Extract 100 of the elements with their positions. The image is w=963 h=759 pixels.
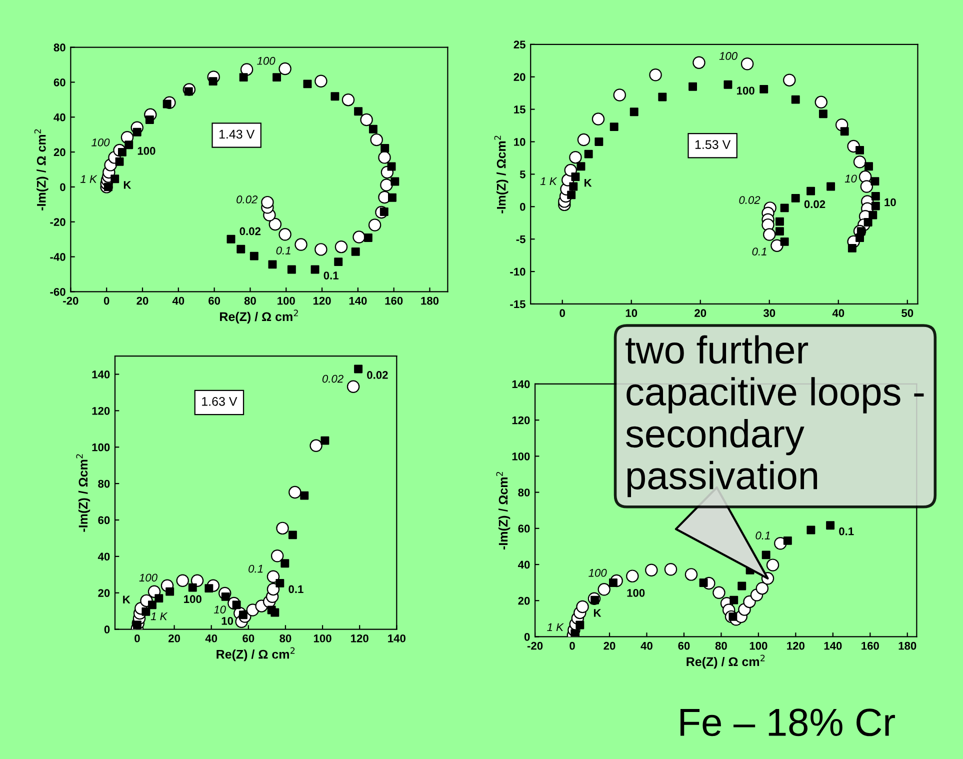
annotation: K xyxy=(594,609,602,617)
point xyxy=(268,260,277,269)
x-tick-label: 60 xyxy=(242,634,254,642)
y-tick-label: 80 xyxy=(98,480,110,488)
x-tick-label: 40 xyxy=(205,634,218,642)
point xyxy=(766,558,780,572)
point xyxy=(724,80,732,89)
point xyxy=(791,95,800,104)
y-tick-label: 0 xyxy=(520,202,526,211)
annotation: 10 xyxy=(214,606,226,614)
y-tick-label: 100 xyxy=(512,452,530,460)
point xyxy=(571,172,580,182)
point xyxy=(868,210,878,220)
x-tick-label: -20 xyxy=(527,642,543,650)
point xyxy=(853,155,866,168)
point xyxy=(266,570,280,584)
annotation: 0.1 xyxy=(752,248,766,256)
annotation: 0.02 xyxy=(236,196,258,204)
annotation: 100 xyxy=(588,568,607,577)
x-tick-label: 160 xyxy=(862,642,879,650)
y-tick-label: -10 xyxy=(510,268,526,276)
point xyxy=(856,146,864,154)
point xyxy=(848,244,856,252)
point xyxy=(188,583,197,592)
point xyxy=(145,116,154,124)
y-axis-title: -Im(Z) / Ωcm$^{2}$ xyxy=(76,454,90,532)
y-axis-title: -Im(Z) / Ωcm$^{2}$ xyxy=(496,472,510,550)
point xyxy=(334,258,343,266)
y-tick-label: 40 xyxy=(54,113,66,122)
annotation: 0.1 xyxy=(839,527,854,536)
annotation: 100 xyxy=(737,86,754,95)
y-tick-label: 120 xyxy=(92,406,110,415)
annotation: 100 xyxy=(184,595,202,604)
x-tick-label: 100 xyxy=(278,296,295,305)
y-tick-label: 40 xyxy=(98,552,110,561)
x-tick-label: 40 xyxy=(832,309,844,317)
annotation: 100 xyxy=(257,56,276,65)
point xyxy=(775,217,784,226)
y-tick-label: 80 xyxy=(54,44,66,52)
point xyxy=(300,491,309,500)
text: 1.53 V xyxy=(695,140,731,149)
x-tick-label: -20 xyxy=(63,296,78,305)
point xyxy=(740,58,754,70)
x-tick-label: 20 xyxy=(168,634,180,642)
annotation: 1 K xyxy=(540,177,558,186)
annotation: two further capacitive loops - secondary passivation xyxy=(626,335,924,498)
point xyxy=(613,88,626,102)
y-tick-label: 0 xyxy=(104,626,110,634)
y-tick-label: 15 xyxy=(514,106,526,114)
point xyxy=(814,96,828,109)
y-tick-label: 80 xyxy=(518,488,530,496)
annotation: 0.1 xyxy=(324,272,338,280)
x-tick-label: 100 xyxy=(750,642,768,650)
x-tick-label: 0 xyxy=(570,642,575,650)
point xyxy=(688,82,698,91)
x-tick-label: 60 xyxy=(208,296,220,305)
point xyxy=(576,600,589,614)
point xyxy=(684,568,698,581)
x-tick-label: 40 xyxy=(172,296,184,305)
y-axis-title: -Im(Z) / Ω cm$^{2}$ xyxy=(34,129,48,210)
y-tick-label: 60 xyxy=(54,78,66,86)
annotation: 100 xyxy=(139,574,158,582)
annotation: 10 xyxy=(844,174,857,183)
annotation: 0.02 xyxy=(804,200,826,208)
x-tick-label: 0 xyxy=(134,634,140,642)
y-tick-label: 60 xyxy=(98,516,110,524)
point xyxy=(288,486,302,499)
annotation: 0.02 xyxy=(367,371,388,379)
annotation: 0.1 xyxy=(288,585,304,594)
annotation: 0.1 xyxy=(248,564,263,573)
y-tick-label: 20 xyxy=(98,589,110,597)
point xyxy=(346,380,360,394)
point xyxy=(364,234,372,242)
x-tick-label: 80 xyxy=(715,642,727,650)
point xyxy=(226,234,236,244)
x-tick-label: 180 xyxy=(898,642,916,650)
point xyxy=(730,596,738,604)
point xyxy=(380,144,390,152)
x-tick-label: 60 xyxy=(678,642,690,650)
point xyxy=(280,559,290,568)
point xyxy=(276,578,284,588)
y-tick-label: 20 xyxy=(518,596,530,605)
point xyxy=(250,252,258,260)
x-axis-title: Re(Z) / Ω cm$^{2}$ xyxy=(220,310,298,324)
point xyxy=(658,92,667,102)
point xyxy=(626,570,639,582)
point xyxy=(645,564,658,576)
point xyxy=(370,133,383,146)
annotation: K xyxy=(584,178,592,187)
y-tick-label: 0 xyxy=(60,183,66,192)
y-tick-label: 10 xyxy=(514,138,526,146)
point xyxy=(208,77,218,86)
point xyxy=(320,436,330,445)
x-tick-label: 20 xyxy=(604,642,616,650)
y-tick-label: 100 xyxy=(92,443,110,452)
point xyxy=(351,247,360,256)
point xyxy=(664,563,678,576)
y-axis-title: -Im(Z) / Ωcm$^{2}$ xyxy=(494,136,508,214)
point xyxy=(763,228,776,241)
y-tick-label: 60 xyxy=(518,524,530,533)
